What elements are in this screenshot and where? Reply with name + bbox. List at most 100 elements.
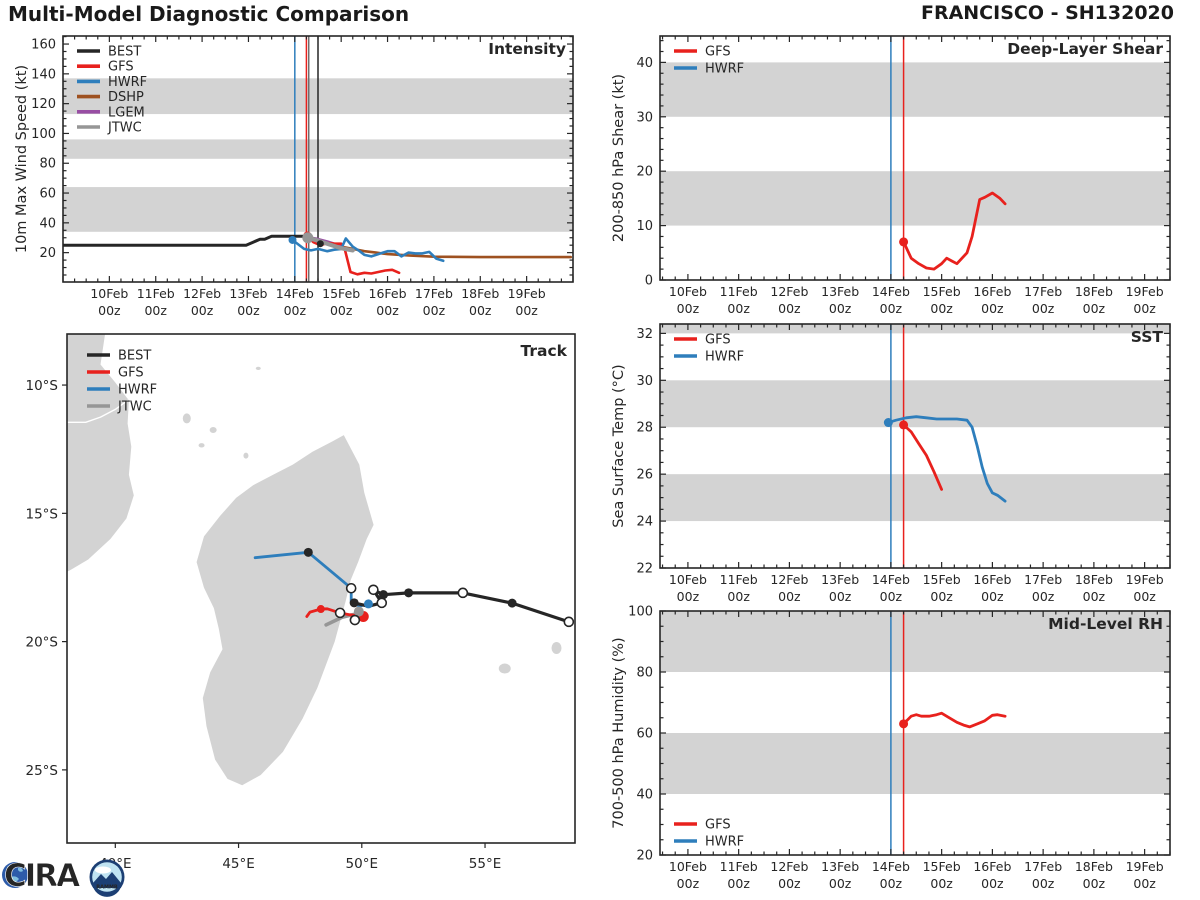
sst-x-tick-hour: 00z (1032, 589, 1055, 604)
sst-x-tick-label: 18Feb (1075, 572, 1113, 587)
shear-panel: 10Feb 00z 11Feb 00z 12Feb 00z 13Feb 00z 14Feb 00z… (611, 35, 1171, 316)
intensity-axis-ticks (62, 35, 574, 282)
intensity-y-axis-label: 10m Max Wind Speed (kt) (14, 65, 30, 253)
intensity-x-tick-label: 11Feb (137, 286, 175, 301)
shear-frame (659, 35, 1171, 281)
shear-shaded-band (660, 171, 1170, 226)
page-title: Multi-Model Diagnostic Comparison (8, 2, 410, 26)
sst-shaded-band (660, 324, 1170, 334)
intensity-x-tick-hour: 00z (376, 303, 399, 318)
shear-x-tick-label: 19Feb (1126, 284, 1164, 299)
sst-y-tick-label: 32 (636, 327, 653, 342)
shear-x-tick-hour: 00z (829, 301, 852, 316)
sst-series-hwrf-line (887, 415, 1007, 503)
sst-x-tick-hour: 00z (1083, 589, 1106, 604)
shear-legend: GFS HWRF (674, 45, 744, 77)
rh-x-tick-label: 18Feb (1075, 859, 1113, 874)
rh-legend-label-hwrf: HWRF (705, 835, 744, 850)
rh-x-tick-label: 11Feb (720, 859, 758, 874)
land-madagascar (196, 435, 374, 786)
sst-series-group (883, 415, 1007, 503)
intensity-y-tick-label: 20 (39, 246, 56, 261)
globe-continents (7, 864, 23, 883)
sst-panel: 10Feb 00z 11Feb 00z 12Feb 00z 13Feb 00z 14Feb 00z… (611, 323, 1171, 604)
track-position-marker-filled (378, 590, 388, 600)
track-legend-label-gfs: GFS (118, 366, 144, 381)
intensity-init-marker (316, 240, 324, 248)
rh-axis-ticks (660, 610, 1171, 856)
island-moheli (198, 443, 205, 448)
rh-x-tick-hour: 00z (1133, 876, 1156, 891)
rh-legend: GFS HWRF (674, 818, 744, 850)
shear-axis-ticks (660, 36, 1171, 281)
shear-init-marker (899, 237, 909, 247)
rh-y-tick-label: 80 (636, 666, 653, 681)
intensity-x-tick-label: 15Feb (322, 286, 360, 301)
rh-panel-title: Mid-Level RH (1048, 615, 1163, 633)
shear-shaded-band (660, 62, 1170, 117)
intensity-legend-label-gfs: GFS (108, 60, 134, 75)
cloud-icon (95, 866, 111, 874)
sst-x-tick-hour: 00z (677, 589, 700, 604)
intensity-legend-label-jtwc: JTWC (107, 121, 142, 136)
shear-x-tick-hour: 00z (727, 301, 750, 316)
track-position-marker-filled (349, 598, 359, 608)
intensity-y-tick-label: 80 (39, 157, 56, 172)
sst-y-tick-label: 30 (636, 374, 653, 389)
shear-x-tick-label: 12Feb (770, 284, 808, 299)
track-legend-label-jtwc: JTWC (117, 400, 152, 415)
track-legend-label-best: BEST (118, 349, 151, 364)
intensity-x-tick-label: 17Feb (415, 286, 453, 301)
track-series-gfs-line (305, 607, 365, 618)
track-position-marker-filled (363, 599, 373, 609)
intensity-legend-label-lgem: LGEM (108, 105, 145, 120)
shear-y-tick-label: 20 (636, 165, 653, 180)
intensity-legend-label-dshp: DSHP (108, 90, 144, 105)
sst-shaded-band (660, 474, 1170, 522)
track-panel: 40°E45°E50°E55°E10°S15°S20°S25°STrackBES… (26, 333, 576, 872)
sst-x-tick-hour: 00z (981, 589, 1004, 604)
intensity-x-tick-hour: 00z (284, 303, 307, 318)
intensity-panel-title: Intensity (488, 40, 566, 58)
sst-legend-label-hwrf: HWRF (705, 350, 744, 365)
sst-x-tick-hour: 00z (930, 589, 953, 604)
intensity-init-marker (302, 232, 314, 244)
intensity-series-jtwc-line (305, 235, 355, 253)
track-lat-label: 25°S (26, 763, 59, 779)
rh-init-marker (899, 719, 909, 729)
sst-y-tick-label: 24 (636, 515, 653, 530)
cira-rammb-logo: CIRA RAMMB (2, 858, 125, 897)
sst-x-tick-hour: 00z (880, 589, 903, 604)
intensity-x-tick-hour: 00z (191, 303, 214, 318)
rammb-text: RAMMB (96, 885, 118, 891)
cira-logo: CIRA (2, 858, 82, 894)
intensity-series-hwrf-line (291, 237, 445, 263)
rh-x-tick-label: 14Feb (872, 859, 910, 874)
rh-series-group (899, 711, 1007, 729)
rh-legend-label-gfs: GFS (705, 818, 731, 833)
shear-x-tick-label: 15Feb (923, 284, 961, 299)
rh-x-tick-label: 13Feb (821, 859, 859, 874)
sst-init-marker (883, 418, 893, 428)
shear-x-tick-label: 11Feb (720, 284, 758, 299)
intensity-y-tick-label: 160 (31, 38, 56, 53)
rh-x-tick-label: 16Feb (973, 859, 1011, 874)
track-position-marker-open (457, 587, 469, 599)
sst-x-tick-label: 15Feb (923, 572, 961, 587)
track-position-marker-open (563, 616, 575, 628)
sst-legend: GFS HWRF (674, 333, 744, 365)
intensity-x-tick-hour: 00z (515, 303, 538, 318)
sst-x-tick-label: 13Feb (821, 572, 859, 587)
shear-legend-label-hwrf: HWRF (705, 62, 744, 77)
mountain-icon (93, 872, 121, 888)
sst-y-tick-label: 28 (636, 421, 653, 436)
intensity-init-marker (288, 235, 297, 244)
sst-shaded-band (660, 380, 1170, 428)
track-lon-label: 45°E (222, 856, 254, 872)
intensity-y-tick-label: 120 (31, 97, 56, 112)
shear-x-tick-label: 16Feb (973, 284, 1011, 299)
rh-x-tick-hour: 00z (778, 876, 801, 891)
intensity-x-tick-hour: 00z (330, 303, 353, 318)
sst-series-gfs-line (902, 423, 943, 491)
